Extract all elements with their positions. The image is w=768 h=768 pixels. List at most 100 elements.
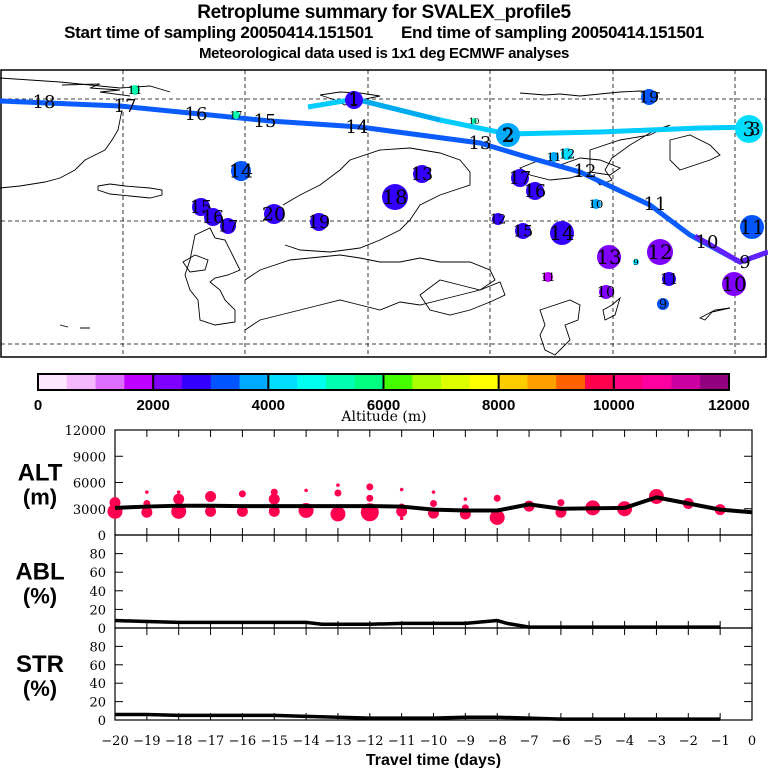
- altitude-cluster-point: [173, 493, 185, 505]
- altitude-cluster-point: [145, 490, 149, 494]
- panel-label: ABL: [15, 559, 64, 586]
- coastline-balkhash: [698, 307, 731, 321]
- cluster-day-label: 11: [660, 272, 678, 288]
- y-tick-label: 20: [89, 603, 106, 618]
- plume-cluster: 10: [597, 285, 615, 301]
- colorbar-tick-label: 4000: [252, 397, 285, 414]
- plume-cluster: 1: [345, 91, 363, 111]
- colorbar-swatch: [700, 374, 730, 390]
- plume-cluster: 11: [541, 270, 556, 284]
- colorbar-swatch: [585, 374, 615, 390]
- colorbar-tick-label: 12000: [708, 397, 750, 414]
- x-tick-label: −18: [165, 734, 192, 749]
- cluster-day-label: 18: [382, 185, 407, 209]
- str-line: [115, 712, 721, 721]
- trajectory-day-label: 9: [739, 252, 750, 273]
- panel-abl: 0 20 40 60 80 ABL(%): [15, 534, 753, 637]
- altitude-cluster-point: [431, 490, 436, 494]
- altitude-cluster-point: [205, 491, 217, 502]
- cluster-marker: [511, 169, 529, 187]
- altitude-colorbar: 0 2000 4000 6000 8000 10000 12000: [34, 373, 750, 414]
- cluster-marker: [204, 208, 222, 226]
- panel-frame: [114, 534, 753, 629]
- colorbar-swatch: [325, 374, 356, 390]
- y-tick-label: 80: [89, 640, 106, 655]
- altitude-cluster-point: [205, 505, 217, 517]
- cluster-day-label: 11: [541, 270, 556, 284]
- altitude-cluster-point: [430, 500, 437, 507]
- cluster-day-label: 20: [262, 204, 286, 226]
- map-frame: [0, 69, 767, 358]
- cluster-marker: [220, 218, 236, 234]
- cluster-marker: [735, 115, 763, 143]
- cluster-marker: [130, 85, 140, 95]
- cluster-marker: [345, 91, 363, 109]
- panel-frame: [114, 627, 753, 721]
- met-data-label: Meteorological data used is 1x1 deg ECMW…: [198, 45, 570, 62]
- altitude-cluster-point: [238, 490, 246, 498]
- y-tick-label: 40: [89, 585, 106, 600]
- cluster-day-label: 19: [308, 213, 330, 233]
- plume-cluster: 17: [218, 217, 238, 236]
- secondary-trajectory-start-segment: [354, 96, 441, 123]
- plume-cluster: 12: [559, 148, 576, 163]
- coastline-black-sea: [419, 279, 506, 316]
- cluster-day-label: 9: [633, 258, 638, 268]
- colorbar-swatch: [671, 374, 701, 390]
- plume-cluster: 20: [262, 204, 286, 226]
- coastline-ireland: [182, 254, 209, 273]
- panel-alt: 0 3000 6000 9000 12000 ALT(m): [18, 424, 753, 544]
- altitude-cluster-point: [399, 487, 404, 492]
- coastline-aral: [602, 296, 621, 321]
- trajectory-day-label: 14: [346, 117, 369, 138]
- plume-cluster: 2: [496, 123, 520, 147]
- altitude-cluster-point: [270, 488, 278, 496]
- coastline-britain-iberia: [184, 227, 241, 326]
- trajectory-day-label: 16: [185, 104, 208, 125]
- plume-cluster: 14: [549, 221, 575, 245]
- coastline-iceland: [97, 183, 163, 199]
- plume-cluster: 16: [202, 208, 224, 228]
- map-gridlines: [1, 70, 766, 357]
- cluster-marker: [543, 272, 553, 282]
- coastline-caspian: [539, 299, 581, 356]
- altitude-cluster-point: [268, 505, 280, 517]
- plume-cluster: 11: [739, 215, 765, 239]
- cluster-day-label: 17: [230, 111, 243, 122]
- y-tick-label: 9000: [73, 450, 106, 465]
- altitude-cluster-point: [366, 483, 374, 491]
- cluster-day-label: 14: [549, 221, 574, 245]
- colorbar-swatch: [66, 374, 97, 390]
- start-time-label: Start time of sampling 20050414.151501: [64, 23, 373, 42]
- time-series-panels: 030006000900012000ALT(m)020406080ABL(%)0…: [15, 424, 756, 768]
- coastline-mediterranean: [244, 254, 496, 331]
- cluster-marker: [231, 161, 251, 181]
- plume-cluster: 10: [469, 117, 480, 127]
- cluster-day-label: 3: [743, 117, 756, 141]
- plume-cluster: 17: [509, 169, 531, 189]
- cluster-day-label: 9: [659, 298, 667, 313]
- colorbar-swatch: [354, 374, 384, 390]
- x-tick-label: −17: [197, 734, 224, 749]
- plume-cluster: 14: [229, 161, 253, 183]
- cluster-marker: [561, 148, 573, 160]
- cluster-day-label: 2: [502, 123, 515, 147]
- altitude-cluster-point: [493, 494, 501, 502]
- colorbar-swatch: [613, 374, 644, 390]
- cluster-day-label: 11: [547, 150, 562, 164]
- cluster-day-label: 19: [639, 88, 659, 107]
- cluster-day-label: 10: [597, 285, 615, 301]
- altitude-cluster-point: [463, 497, 468, 501]
- y-tick-label: 60: [89, 566, 106, 581]
- plume-cluster: 17: [230, 111, 243, 122]
- trajectory-day-label: 18: [33, 92, 56, 113]
- plume-cluster: 19: [308, 213, 330, 233]
- colorbar-tick-label: 2000: [136, 397, 169, 414]
- cluster-day-label: 11: [739, 215, 764, 239]
- cluster-day-label: 16: [524, 182, 546, 202]
- panel-unit: (%): [23, 584, 57, 609]
- y-tick-label: 0: [98, 714, 106, 729]
- y-tick-label: 40: [89, 677, 106, 692]
- x-tick-label: −15: [261, 734, 288, 749]
- end-time-label: End time of sampling 20050414.151501: [401, 23, 704, 42]
